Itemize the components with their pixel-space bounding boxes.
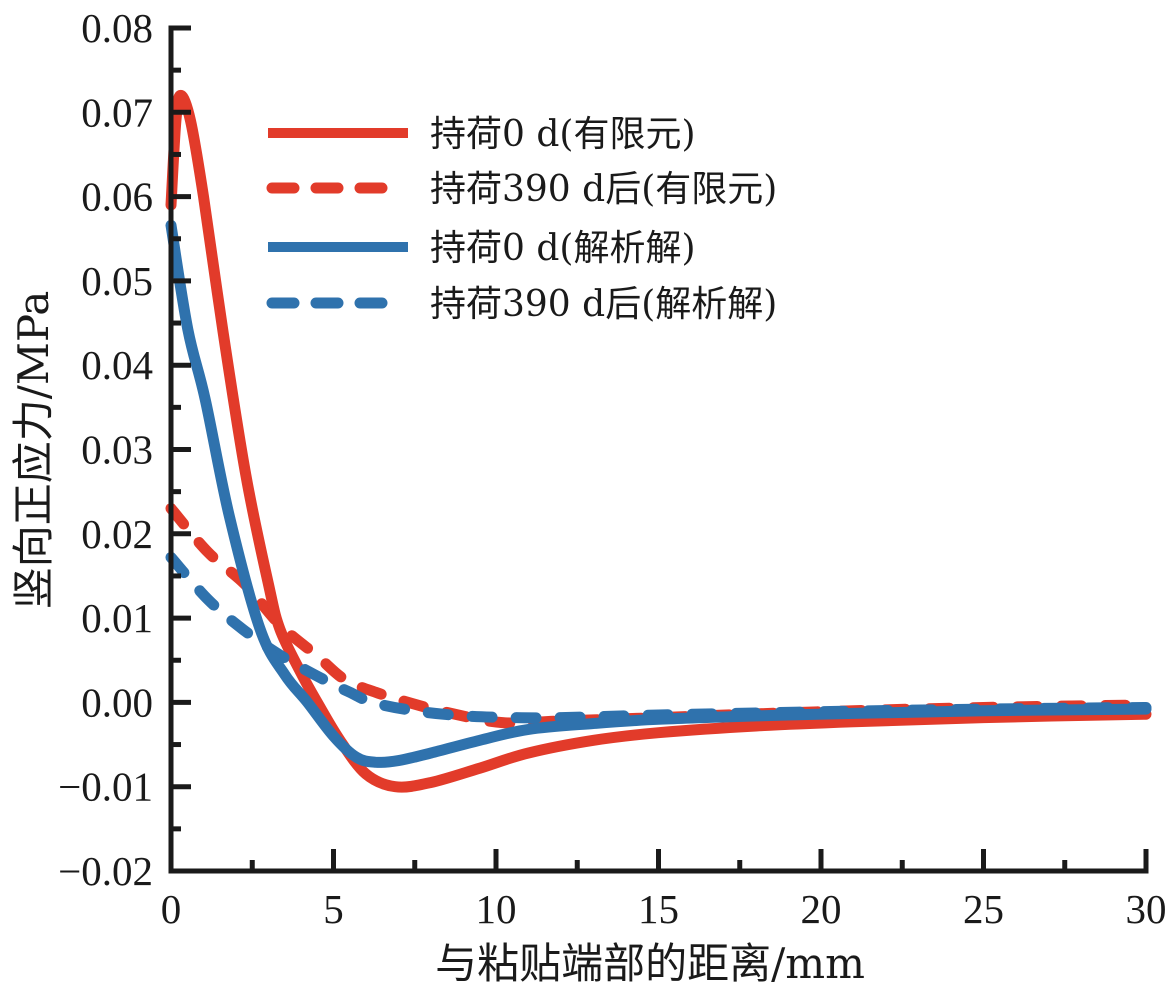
- y-tick-label: 0.03: [81, 427, 153, 473]
- x-tick-label: 5: [323, 886, 344, 932]
- axes: 0.08 0.07 0.06 0.05 0.04 0.03 0.02 0.01 0.00 −0.0…: [58, 5, 1166, 932]
- x-tick-label: 20: [801, 886, 842, 932]
- legend-label-1: 持荷0 d(有限元): [430, 114, 695, 155]
- x-axis-title: 与粘贴端部的距离/mm: [435, 939, 865, 988]
- y-tick-label: 0.00: [81, 679, 153, 725]
- y-tick-label: 0.06: [81, 174, 153, 220]
- x-tick-label: 15: [638, 886, 679, 932]
- x-tick-label: 10: [476, 886, 517, 932]
- x-tick-label: 25: [963, 886, 1004, 932]
- series-line-3: 持荷0 d(解析解): [165, 219, 1152, 768]
- series-layer: 持荷390 d后(有限元)持荷0 d(有限元)持荷390 d后(解析解)持荷0 …: [165, 89, 1152, 793]
- x-ticks: 0 5 10 15 20 25 30: [161, 849, 1167, 932]
- legend-label-4: 持荷390 d后(解析解): [430, 284, 777, 325]
- y-tick-label: 0.04: [81, 342, 153, 388]
- y-tick-label: 0.05: [81, 258, 153, 304]
- y-tick-label: 0.02: [81, 511, 153, 557]
- y-tick-label: 0.01: [81, 595, 153, 641]
- legend: 持荷0 d(有限元) 持荷390 d后(有限元) 持荷0 d(解析解) 持荷390 d…: [266, 114, 777, 325]
- series-line-2: 持荷390 d后(有限元): [165, 503, 1152, 729]
- y-axis-title: 竖向正应力/MPa: [9, 291, 58, 610]
- y-tick-label: −0.02: [58, 848, 153, 894]
- legend-label-2: 持荷390 d后(有限元): [430, 169, 777, 210]
- y-tick-label: 0.08: [81, 5, 153, 51]
- x-tick-label: 30: [1126, 886, 1167, 932]
- y-tick-label: 0.07: [81, 89, 153, 135]
- x-tick-label: 0: [161, 886, 182, 932]
- y-ticks: 0.08 0.07 0.06 0.05 0.04 0.03 0.02 0.01 0.00 −0.0…: [58, 5, 191, 894]
- y-tick-label: −0.01: [58, 764, 153, 810]
- legend-label-3: 持荷0 d(解析解): [430, 228, 695, 269]
